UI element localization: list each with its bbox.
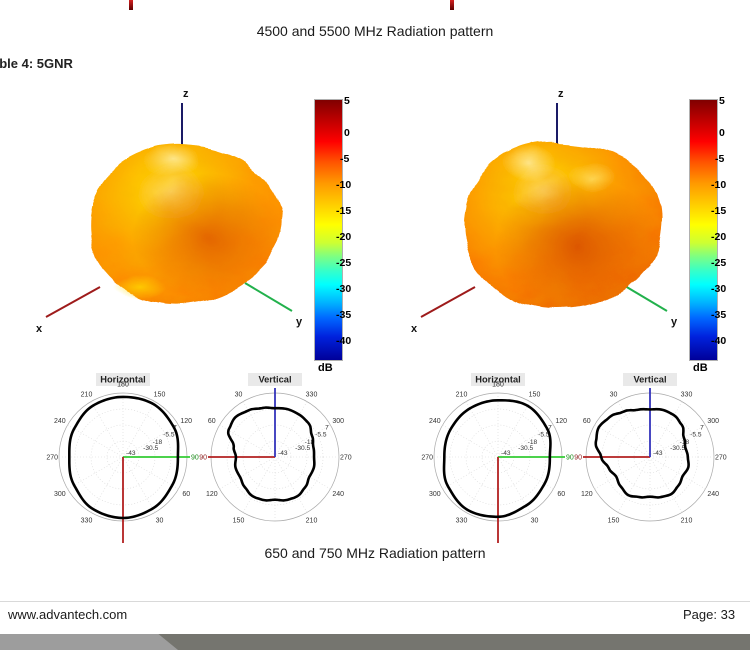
svg-text:210: 210: [456, 391, 468, 398]
svg-text:150: 150: [529, 391, 541, 398]
svg-text:30: 30: [156, 518, 164, 525]
svg-text:300: 300: [332, 418, 344, 425]
svg-text:-18: -18: [153, 439, 163, 446]
svg-text:30: 30: [610, 391, 618, 398]
svg-text:Vertical: Vertical: [633, 375, 666, 385]
svg-text:120: 120: [180, 418, 192, 425]
svg-text:300: 300: [429, 491, 441, 498]
svg-text:150: 150: [154, 391, 166, 398]
svg-text:7: 7: [700, 424, 704, 431]
svg-text:270: 270: [46, 455, 58, 462]
svg-text:300: 300: [54, 491, 66, 498]
svg-text:-43: -43: [278, 450, 288, 457]
svg-text:-43: -43: [653, 450, 663, 457]
svg-text:330: 330: [306, 391, 318, 398]
svg-text:30: 30: [235, 391, 243, 398]
svg-text:60: 60: [583, 418, 591, 425]
svg-text:90: 90: [191, 455, 199, 462]
svg-text:7: 7: [325, 424, 329, 431]
svg-text:150: 150: [233, 518, 245, 525]
svg-text:120: 120: [581, 491, 593, 498]
svg-text:90: 90: [574, 455, 582, 462]
svg-text:Vertical: Vertical: [258, 375, 291, 385]
svg-text:300: 300: [707, 418, 719, 425]
svg-text:-43: -43: [126, 450, 136, 457]
svg-text:180: 180: [117, 382, 129, 389]
svg-text:330: 330: [456, 518, 468, 525]
svg-text:-43: -43: [501, 450, 511, 457]
svg-text:270: 270: [421, 455, 433, 462]
svg-text:210: 210: [81, 391, 93, 398]
svg-text:120: 120: [555, 418, 567, 425]
svg-text:60: 60: [182, 491, 190, 498]
svg-text:150: 150: [608, 518, 620, 525]
svg-text:210: 210: [306, 518, 318, 525]
svg-text:60: 60: [557, 491, 565, 498]
svg-text:90: 90: [199, 455, 207, 462]
svg-text:-18: -18: [528, 439, 538, 446]
svg-text:240: 240: [54, 418, 66, 425]
svg-text:240: 240: [707, 491, 719, 498]
svg-text:z: z: [558, 88, 564, 100]
svg-text:-5.5: -5.5: [163, 431, 175, 438]
svg-text:-30.5: -30.5: [295, 445, 310, 452]
svg-text:120: 120: [206, 491, 218, 498]
svg-text:-5.5: -5.5: [315, 431, 327, 438]
svg-text:240: 240: [332, 491, 344, 498]
svg-text:180: 180: [492, 382, 504, 389]
svg-text:-30.5: -30.5: [143, 445, 158, 452]
svg-text:x: x: [36, 323, 43, 335]
svg-text:270: 270: [340, 455, 352, 462]
svg-text:210: 210: [681, 518, 693, 525]
svg-text:60: 60: [208, 418, 216, 425]
svg-text:240: 240: [429, 418, 441, 425]
svg-text:-30.5: -30.5: [670, 445, 685, 452]
svg-text:y: y: [671, 316, 678, 328]
svg-text:z: z: [183, 88, 189, 100]
svg-text:y: y: [296, 316, 303, 328]
svg-text:-30.5: -30.5: [518, 445, 533, 452]
svg-text:30: 30: [531, 518, 539, 525]
svg-text:330: 330: [81, 518, 93, 525]
svg-text:-5.5: -5.5: [690, 431, 702, 438]
svg-text:x: x: [411, 323, 418, 335]
svg-text:90: 90: [566, 455, 574, 462]
svg-text:270: 270: [715, 455, 727, 462]
svg-text:330: 330: [681, 391, 693, 398]
